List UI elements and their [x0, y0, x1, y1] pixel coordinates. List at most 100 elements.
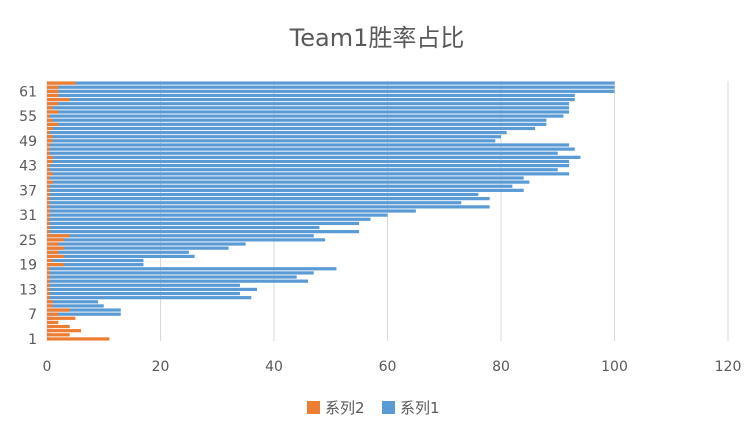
y-tick-label-4: 25 — [19, 233, 37, 249]
bar-series-1-cat-45 — [47, 155, 581, 159]
bar-series-2-cat-20 — [47, 258, 53, 263]
bar-series-2-cat-37 — [47, 188, 50, 192]
bar-series-2-cat-23 — [47, 246, 65, 250]
bar-series-1-cat-49 — [47, 139, 496, 143]
bar-series-2-cat-63 — [47, 81, 76, 85]
bar-series-2-cat-42 — [47, 168, 50, 172]
bar-series-2-cat-15 — [47, 279, 50, 283]
bar-series-2-cat-17 — [47, 271, 50, 275]
bar-series-1-cat-9 — [47, 304, 104, 308]
bar-series-2-cat-43 — [47, 163, 50, 168]
bar-series-1-cat-18 — [47, 267, 337, 271]
bar-series-2-cat-61 — [47, 89, 59, 93]
y-tick-label-1: 7 — [28, 307, 37, 323]
bar-series-2-cat-18 — [47, 267, 50, 271]
bar-series-2-cat-36 — [47, 192, 50, 197]
y-tick-label-5: 31 — [19, 208, 37, 224]
bar-series-2-cat-58 — [47, 102, 59, 106]
bar-series-1-cat-28 — [47, 225, 320, 230]
bar-series-1-cat-32 — [47, 209, 416, 213]
legend-label-series-1: 系列1 — [400, 399, 440, 417]
y-tick-label-0: 1 — [28, 332, 37, 348]
bar-series-2-cat-9 — [47, 304, 53, 308]
bar-series-1-cat-15 — [47, 279, 309, 283]
bar-series-1-cat-33 — [47, 205, 490, 209]
x-tick-label-0: 0 — [43, 359, 52, 375]
bar-series-2-cat-24 — [47, 242, 59, 246]
x-tick-label-4: 80 — [492, 359, 510, 375]
legend-label-series-2: 系列2 — [325, 399, 365, 417]
y-tick-label-8: 49 — [19, 134, 37, 150]
bar-series-2-cat-7 — [47, 312, 59, 316]
x-tick-label-3: 60 — [379, 359, 397, 375]
bar-series-1-cat-16 — [47, 275, 297, 279]
bar-series-1-cat-27 — [47, 230, 360, 234]
legend: 系列2 系列1 — [307, 399, 440, 417]
chart-title: Team1胜率占比 — [289, 24, 465, 52]
x-tick-label-5: 100 — [601, 359, 628, 375]
bar-series-1-cat-11 — [47, 296, 252, 300]
bar-series-1-cat-25 — [47, 238, 326, 242]
bar-series-2-cat-40 — [47, 176, 50, 180]
bar-series-1-cat-62 — [47, 85, 615, 89]
y-tick-label-2: 13 — [19, 282, 37, 298]
bar-series-1-cat-24 — [47, 242, 246, 246]
bar-series-1-cat-38 — [47, 184, 513, 188]
bar-series-2-cat-26 — [47, 234, 70, 238]
bar-series-1-cat-23 — [47, 246, 229, 250]
bar-series-2-cat-12 — [47, 291, 50, 296]
bar-series-1-cat-55 — [47, 114, 564, 118]
bar-series-1-cat-61 — [47, 89, 615, 93]
bar-series-1-cat-59 — [47, 97, 575, 102]
bar-series-1-cat-39 — [47, 180, 530, 184]
bar-series-1-cat-35 — [47, 197, 490, 201]
bar-series-2-cat-53 — [47, 122, 59, 126]
x-tick-label-6: 120 — [715, 359, 742, 375]
bar-series-1-cat-42 — [47, 168, 558, 172]
bar-series-2-cat-56 — [47, 110, 59, 114]
y-tick-label-3: 19 — [19, 258, 37, 274]
y-tick-label-9: 55 — [19, 109, 37, 125]
bar-series-1-cat-17 — [47, 271, 314, 275]
series-1-bars — [47, 81, 615, 341]
bar-series-1-cat-30 — [47, 217, 371, 221]
bar-series-1-cat-14 — [47, 283, 240, 287]
bar-series-1-cat-21 — [47, 254, 195, 259]
bar-series-2-cat-60 — [47, 93, 59, 98]
bar-series-1-cat-13 — [47, 287, 257, 292]
bar-series-1-cat-43 — [47, 163, 570, 168]
bar-series-2-cat-59 — [47, 97, 70, 102]
bar-series-2-cat-39 — [47, 180, 53, 184]
bar-series-2-cat-47 — [47, 147, 50, 151]
bar-series-2-cat-51 — [47, 130, 50, 135]
bar-series-2-cat-49 — [47, 139, 53, 143]
bar-series-1-cat-40 — [47, 176, 524, 180]
y-tick-label-6: 37 — [19, 183, 37, 199]
bar-series-1-cat-44 — [47, 159, 570, 164]
bar-series-1-cat-34 — [47, 201, 462, 205]
bar-series-2-cat-34 — [47, 201, 50, 205]
bar-series-2-cat-16 — [47, 275, 50, 279]
bar-series-1-cat-58 — [47, 102, 570, 106]
bar-series-2-cat-4 — [47, 324, 70, 329]
bar-series-2-cat-31 — [47, 213, 50, 217]
bar-series-1-cat-54 — [47, 118, 547, 122]
bar-series-1-cat-31 — [47, 213, 388, 217]
bar-series-2-cat-22 — [47, 250, 59, 254]
bar-series-2-cat-38 — [47, 184, 50, 188]
bar-series-1-cat-7 — [47, 312, 121, 316]
legend-swatch-series-2 — [307, 401, 320, 414]
y-axis-ticks: 1 7 13 19 25 31 37 43 49 55 61 — [19, 84, 37, 348]
bar-series-2-cat-30 — [47, 217, 50, 221]
bar-series-1-cat-37 — [47, 188, 524, 192]
bar-series-2-cat-57 — [47, 106, 53, 110]
bar-series-1-cat-60 — [47, 93, 575, 98]
bar-series-2-cat-55 — [47, 114, 50, 118]
bar-series-1-cat-29 — [47, 221, 360, 225]
bar-series-1-cat-10 — [47, 300, 99, 304]
bar-series-1-cat-56 — [47, 110, 570, 114]
legend-swatch-series-1 — [382, 401, 395, 414]
bar-series-2-cat-29 — [47, 221, 50, 225]
